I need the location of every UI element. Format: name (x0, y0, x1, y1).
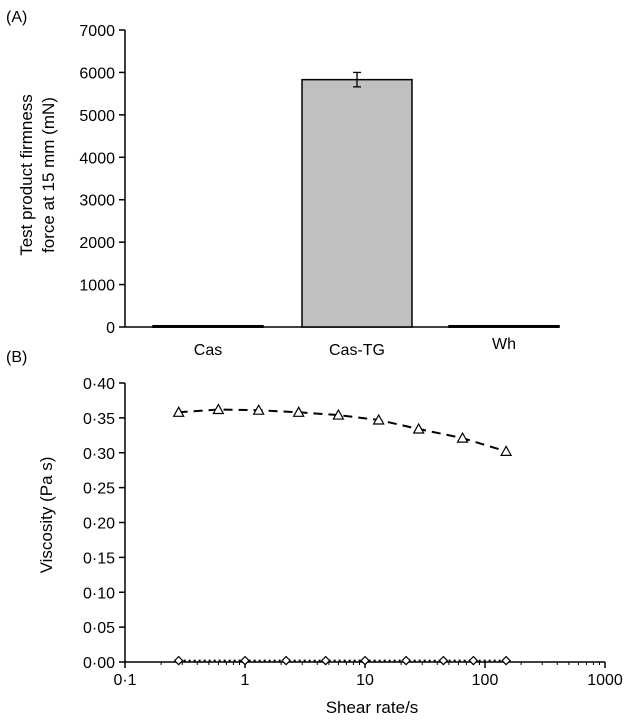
panel-b-x-tick-label: 10 (356, 672, 374, 689)
panel-b-y-tick-label: 0·00 (83, 655, 115, 672)
triangle-marker (212, 403, 225, 415)
bar-wh (448, 324, 560, 328)
diamond-marker (401, 655, 411, 666)
panel-b-x-tick-label: 0·1 (113, 672, 136, 689)
series-1-line (178, 408, 507, 453)
panel-b-y-tick-label: 0·30 (83, 446, 115, 463)
panel-b-y-tick-label: 0·05 (83, 620, 115, 637)
panel-b-line-chart: (B) Viscosity (Pa s) Shear rate/s 0·000·… (6, 349, 623, 717)
panel-a-bar-chart: (A) Test product firmness force at 15 mm… (6, 9, 560, 359)
diamond-marker (468, 655, 479, 666)
panel-a-y-tick-label: 5000 (79, 108, 115, 125)
category-label-cas-tg: Cas-TG (329, 342, 385, 359)
panel-b-label: (B) (6, 349, 27, 366)
triangle-marker (500, 445, 513, 456)
panel-a-y-tick-label: 6000 (79, 65, 115, 82)
panel-a-y-tick-label: 2000 (79, 235, 115, 252)
category-label-wh: Wh (492, 336, 516, 353)
panel-a-y-tick-label: 0 (106, 320, 115, 337)
panel-a-label: (A) (6, 9, 27, 26)
panel-b-y-tick-label: 0·15 (83, 550, 115, 567)
panel-b-xlabel: Shear rate/s (326, 698, 419, 717)
diamond-marker (240, 655, 250, 666)
bar-cas-tg (301, 78, 413, 328)
panel-b-x-tick-label: 100 (472, 672, 499, 689)
panel-b-y-tick-label: 0·20 (83, 516, 115, 533)
triangle-marker (252, 403, 265, 415)
panel-b-series (172, 403, 513, 666)
category-label-cas: Cas (194, 342, 222, 359)
triangle-marker (172, 406, 185, 417)
panel-a-y-ticks: 0 1000 2000 3000 4000 5000 6000 7000 (79, 23, 125, 337)
panel-a-ylabel-line2: force at 15 mm (mN) (39, 97, 58, 253)
panel-b-x-tick-label: 1 (241, 672, 250, 689)
diamond-marker (501, 655, 511, 666)
diamond-marker (438, 655, 449, 666)
panel-b-x-ticks: 0·1 1 10 100 1000 (113, 662, 623, 689)
panel-a-bars (152, 71, 560, 328)
diamond-marker (360, 655, 370, 666)
panel-a-x-labels: Cas Cas-TG Wh (194, 336, 516, 359)
triangle-marker (332, 408, 345, 420)
triangle-marker (412, 422, 425, 434)
triangle-marker (456, 431, 469, 443)
panel-a-y-tick-label: 7000 (79, 23, 115, 40)
panel-a-y-tick-label: 1000 (79, 278, 115, 295)
panel-a-y-tick-label: 3000 (79, 193, 115, 210)
diamond-marker (320, 655, 331, 666)
panel-b-y-tick-label: 0·40 (83, 376, 115, 393)
triangle-marker (372, 413, 385, 425)
triangle-marker (292, 406, 305, 417)
panel-b-y-tick-label: 0·25 (83, 481, 115, 498)
diamond-marker (281, 655, 291, 666)
panel-a-y-tick-label: 4000 (79, 150, 115, 167)
panel-b-x-tick-label: 1000 (587, 672, 623, 689)
panel-b-y-ticks: 0·00 0·05 0·10 0·15 0·20 0·25 0·30 0·35 0·40 (83, 376, 125, 672)
panel-b-y-tick-label: 0·35 (83, 411, 115, 428)
panel-b-ylabel: Viscosity (Pa s) (37, 457, 56, 574)
diamond-marker (173, 655, 184, 666)
panel-a-ylabel-line1: Test product firmness (17, 94, 36, 256)
bar-cas (152, 324, 264, 328)
panel-b-y-tick-label: 0·10 (83, 585, 115, 602)
